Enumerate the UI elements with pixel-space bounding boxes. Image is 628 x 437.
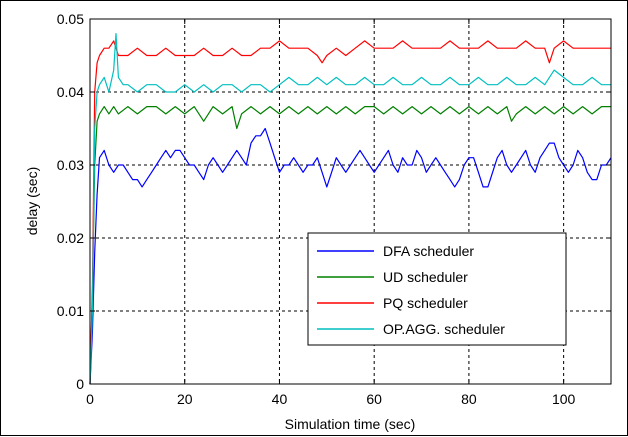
- x-axis-label: Simulation time (sec): [285, 416, 416, 432]
- axis-ticks: [89, 18, 611, 385]
- legend-entry-label: UD scheduler: [383, 269, 468, 285]
- series-line-dfa-scheduler: [89, 127, 612, 385]
- y-tick-label: 0: [76, 376, 84, 392]
- x-tick-label: 60: [366, 391, 382, 407]
- x-tick-label: 40: [272, 391, 288, 407]
- x-tick-label: 80: [461, 391, 477, 407]
- series-line-pq-scheduler: [89, 40, 611, 385]
- y-axis-label: delay (sec): [24, 167, 40, 235]
- series-line-op-agg-scheduler: [89, 32, 611, 385]
- legend: DFA scheduler UD scheduler PQ scheduler OP.…: [307, 232, 567, 346]
- series-line-ud-scheduler: [89, 105, 611, 385]
- tick-labels: 0 20 40 60 80 100 0 0.01 0.02 0.03 0.04 0.05: [57, 11, 576, 407]
- legend-entry-label: DFA scheduler: [383, 243, 474, 259]
- x-tick-label: 100: [552, 391, 576, 407]
- plot-border: [89, 18, 612, 385]
- y-tick-label: 0.01: [57, 303, 84, 319]
- x-tick-label: 0: [86, 391, 94, 407]
- grid-lines: [90, 19, 611, 384]
- x-tick-label: 20: [177, 391, 193, 407]
- y-tick-label: 0.03: [57, 157, 84, 173]
- y-tick-label: 0.04: [57, 84, 84, 100]
- y-tick-label: 0.02: [57, 230, 84, 246]
- series-layer: [89, 32, 612, 385]
- legend-entry-label: PQ scheduler: [383, 295, 468, 311]
- legend-entry-label: OP.AGG. scheduler: [383, 321, 505, 337]
- y-tick-label: 0.05: [57, 11, 84, 27]
